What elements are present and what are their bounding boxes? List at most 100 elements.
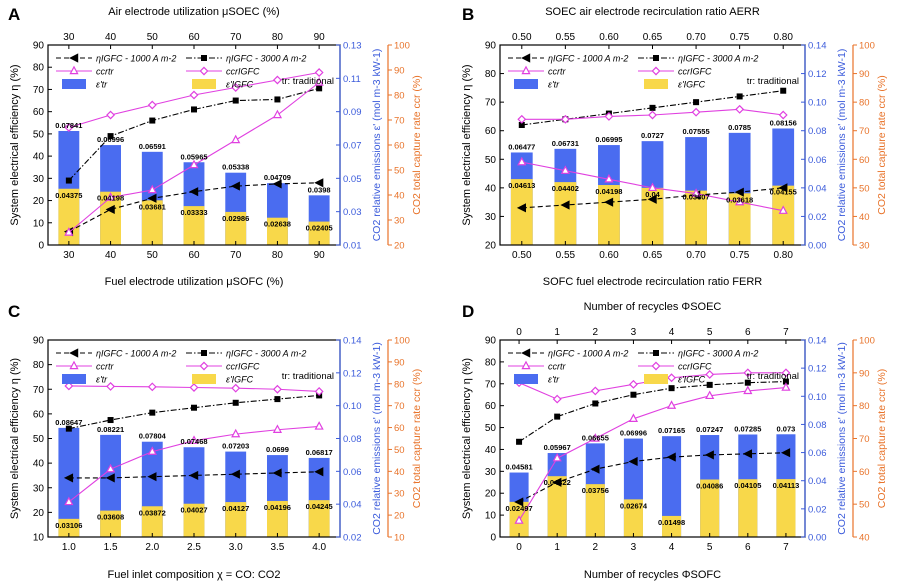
bar-label-tr: 0.04581 — [506, 463, 533, 472]
point-magenta-diamond — [314, 386, 324, 396]
legend-marker — [653, 350, 659, 356]
top-tick-label: 0.55 — [556, 32, 576, 43]
bar-label-tr: 0.0727 — [641, 131, 664, 140]
bar-label-igfc: 0.04375 — [55, 191, 82, 200]
y-tick-label: 80 — [33, 63, 45, 74]
x-tick-label: 90 — [314, 250, 326, 261]
bar-label-tr: 0.07841 — [55, 121, 82, 130]
y3-tick-label: 70 — [394, 116, 405, 127]
y3-tick-label: 20 — [394, 511, 405, 522]
point-magenta-tri — [590, 433, 600, 442]
y3-tick-label: 60 — [394, 423, 405, 434]
legend-marker — [69, 348, 79, 358]
point-dashdot-black-sq — [65, 177, 72, 184]
bar-label-tr: 0.06477 — [508, 142, 535, 151]
x-tick-label: 0.65 — [643, 250, 663, 261]
y-tick-label: 60 — [485, 401, 497, 412]
point-magenta-diamond — [781, 368, 791, 378]
legend-label: ε'IGFC — [226, 80, 254, 90]
bar-eps-igfc — [183, 503, 205, 537]
legend-label: ccrIGFC — [226, 362, 260, 372]
y-tick-label: 20 — [33, 508, 45, 519]
legend-label: ccrtr — [548, 67, 566, 77]
series-line-dashdot-black-sq — [68, 394, 320, 430]
point-dashed-black-tri — [272, 179, 282, 189]
y3-tick-label: 30 — [859, 241, 870, 252]
bar-eps-igfc — [225, 502, 247, 537]
x-axis-title: Fuel electrode utilization μSOFC (%) — [105, 276, 284, 288]
legend-label: ηIGFC - 1000 A m-2 — [548, 54, 628, 64]
bar-label-igfc: 0.03807 — [683, 193, 710, 202]
point-magenta-diamond — [147, 382, 157, 392]
point-dashed-black-tri — [314, 467, 324, 477]
bar-eps-igfc — [598, 185, 620, 245]
bar-label-tr: 0.06731 — [552, 139, 579, 148]
point-magenta-tri — [272, 424, 283, 433]
point-dashed-black-tri — [780, 448, 791, 458]
y-tick-label: 40 — [485, 445, 497, 456]
y3-tick-label: 100 — [394, 336, 410, 347]
y2-tick-label: 0.14 — [808, 41, 827, 52]
point-magenta-tri — [64, 496, 74, 506]
x-tick-label: 0.80 — [773, 250, 793, 261]
point-dashdot-black-sq — [649, 104, 656, 111]
y-tick-label: 70 — [33, 385, 45, 396]
y3-tick-label: 90 — [859, 368, 870, 379]
y2-tick-label: 0.10 — [343, 401, 362, 412]
y3-tick-label: 50 — [859, 500, 870, 511]
y-tick-label: 20 — [33, 196, 45, 207]
x-tick-label: 5 — [707, 542, 713, 553]
plot-frame — [499, 339, 806, 538]
point-magenta-tri — [628, 413, 639, 422]
bar-label-tr: 0.05967 — [544, 443, 571, 452]
point-dashed-black-tri — [189, 470, 199, 481]
y-tick-label: 0 — [490, 533, 496, 544]
point-dashdot-black-sq — [706, 381, 713, 388]
point-dashed-black-tri — [147, 193, 157, 203]
bar-label-igfc: 0.04245 — [306, 502, 333, 511]
point-magenta-diamond — [560, 114, 570, 124]
x-tick-label: 2 — [593, 542, 599, 553]
point-magenta-tri — [517, 156, 527, 166]
bar-eps-igfc — [58, 188, 80, 245]
y-tick-label: 50 — [485, 423, 497, 434]
bar-label-tr: 0.073 — [777, 424, 796, 433]
y-tick-label: 10 — [33, 218, 45, 229]
y2-tick-label: 0.00 — [808, 533, 827, 544]
bar-label-igfc: 0.04086 — [696, 482, 723, 491]
bar-eps-igfc — [728, 193, 751, 245]
top-tick-label: 0.80 — [773, 32, 793, 43]
point-dashdot-black-sq — [232, 97, 239, 104]
bar-label-tr: 0.07247 — [696, 425, 723, 434]
point-dashed-black-tri — [147, 472, 157, 482]
y-tick-label: 60 — [33, 107, 45, 118]
point-dashdot-black-sq — [274, 96, 281, 103]
y2-tick-label: 0.08 — [808, 126, 827, 137]
y3-tick-label: 100 — [394, 41, 410, 52]
point-dashdot-black-sq — [107, 417, 114, 424]
bar-label-tr: 0.08156 — [770, 118, 797, 127]
y2-tick-label: 0.01 — [343, 241, 362, 252]
y2-tick-label: 0.04 — [808, 476, 827, 487]
legend-marker — [199, 361, 209, 371]
y3-tick-label: 90 — [394, 357, 405, 368]
x-tick-label: 7 — [783, 542, 789, 553]
point-dashdot-black-sq — [782, 378, 789, 385]
y-tick-label: 50 — [33, 434, 45, 445]
y2-tick-label: 0.14 — [808, 336, 827, 347]
legend-marker — [653, 55, 659, 61]
y3-tick-label: 80 — [859, 401, 870, 412]
top-axis-title: SOEC air electrode recirculation ratio A… — [545, 6, 760, 18]
point-dashed-black-tri — [105, 473, 115, 483]
y-tick-label: 70 — [485, 98, 497, 109]
point-magenta-tri — [314, 77, 324, 86]
y-tick-label: 50 — [33, 129, 45, 140]
point-dashdot-black-sq — [191, 404, 197, 411]
bar-eps-igfc — [776, 479, 796, 537]
y3-axis-title: CO2 total capture rate ccr (%) — [876, 369, 888, 508]
y-tick-label: 90 — [33, 41, 45, 52]
bar-label-tr: 0.08221 — [97, 425, 124, 434]
legend-label: ηIGFC - 1000 A m-2 — [548, 349, 628, 359]
y-tick-label: 60 — [33, 409, 45, 420]
legend-label: ccrtr — [96, 362, 114, 372]
